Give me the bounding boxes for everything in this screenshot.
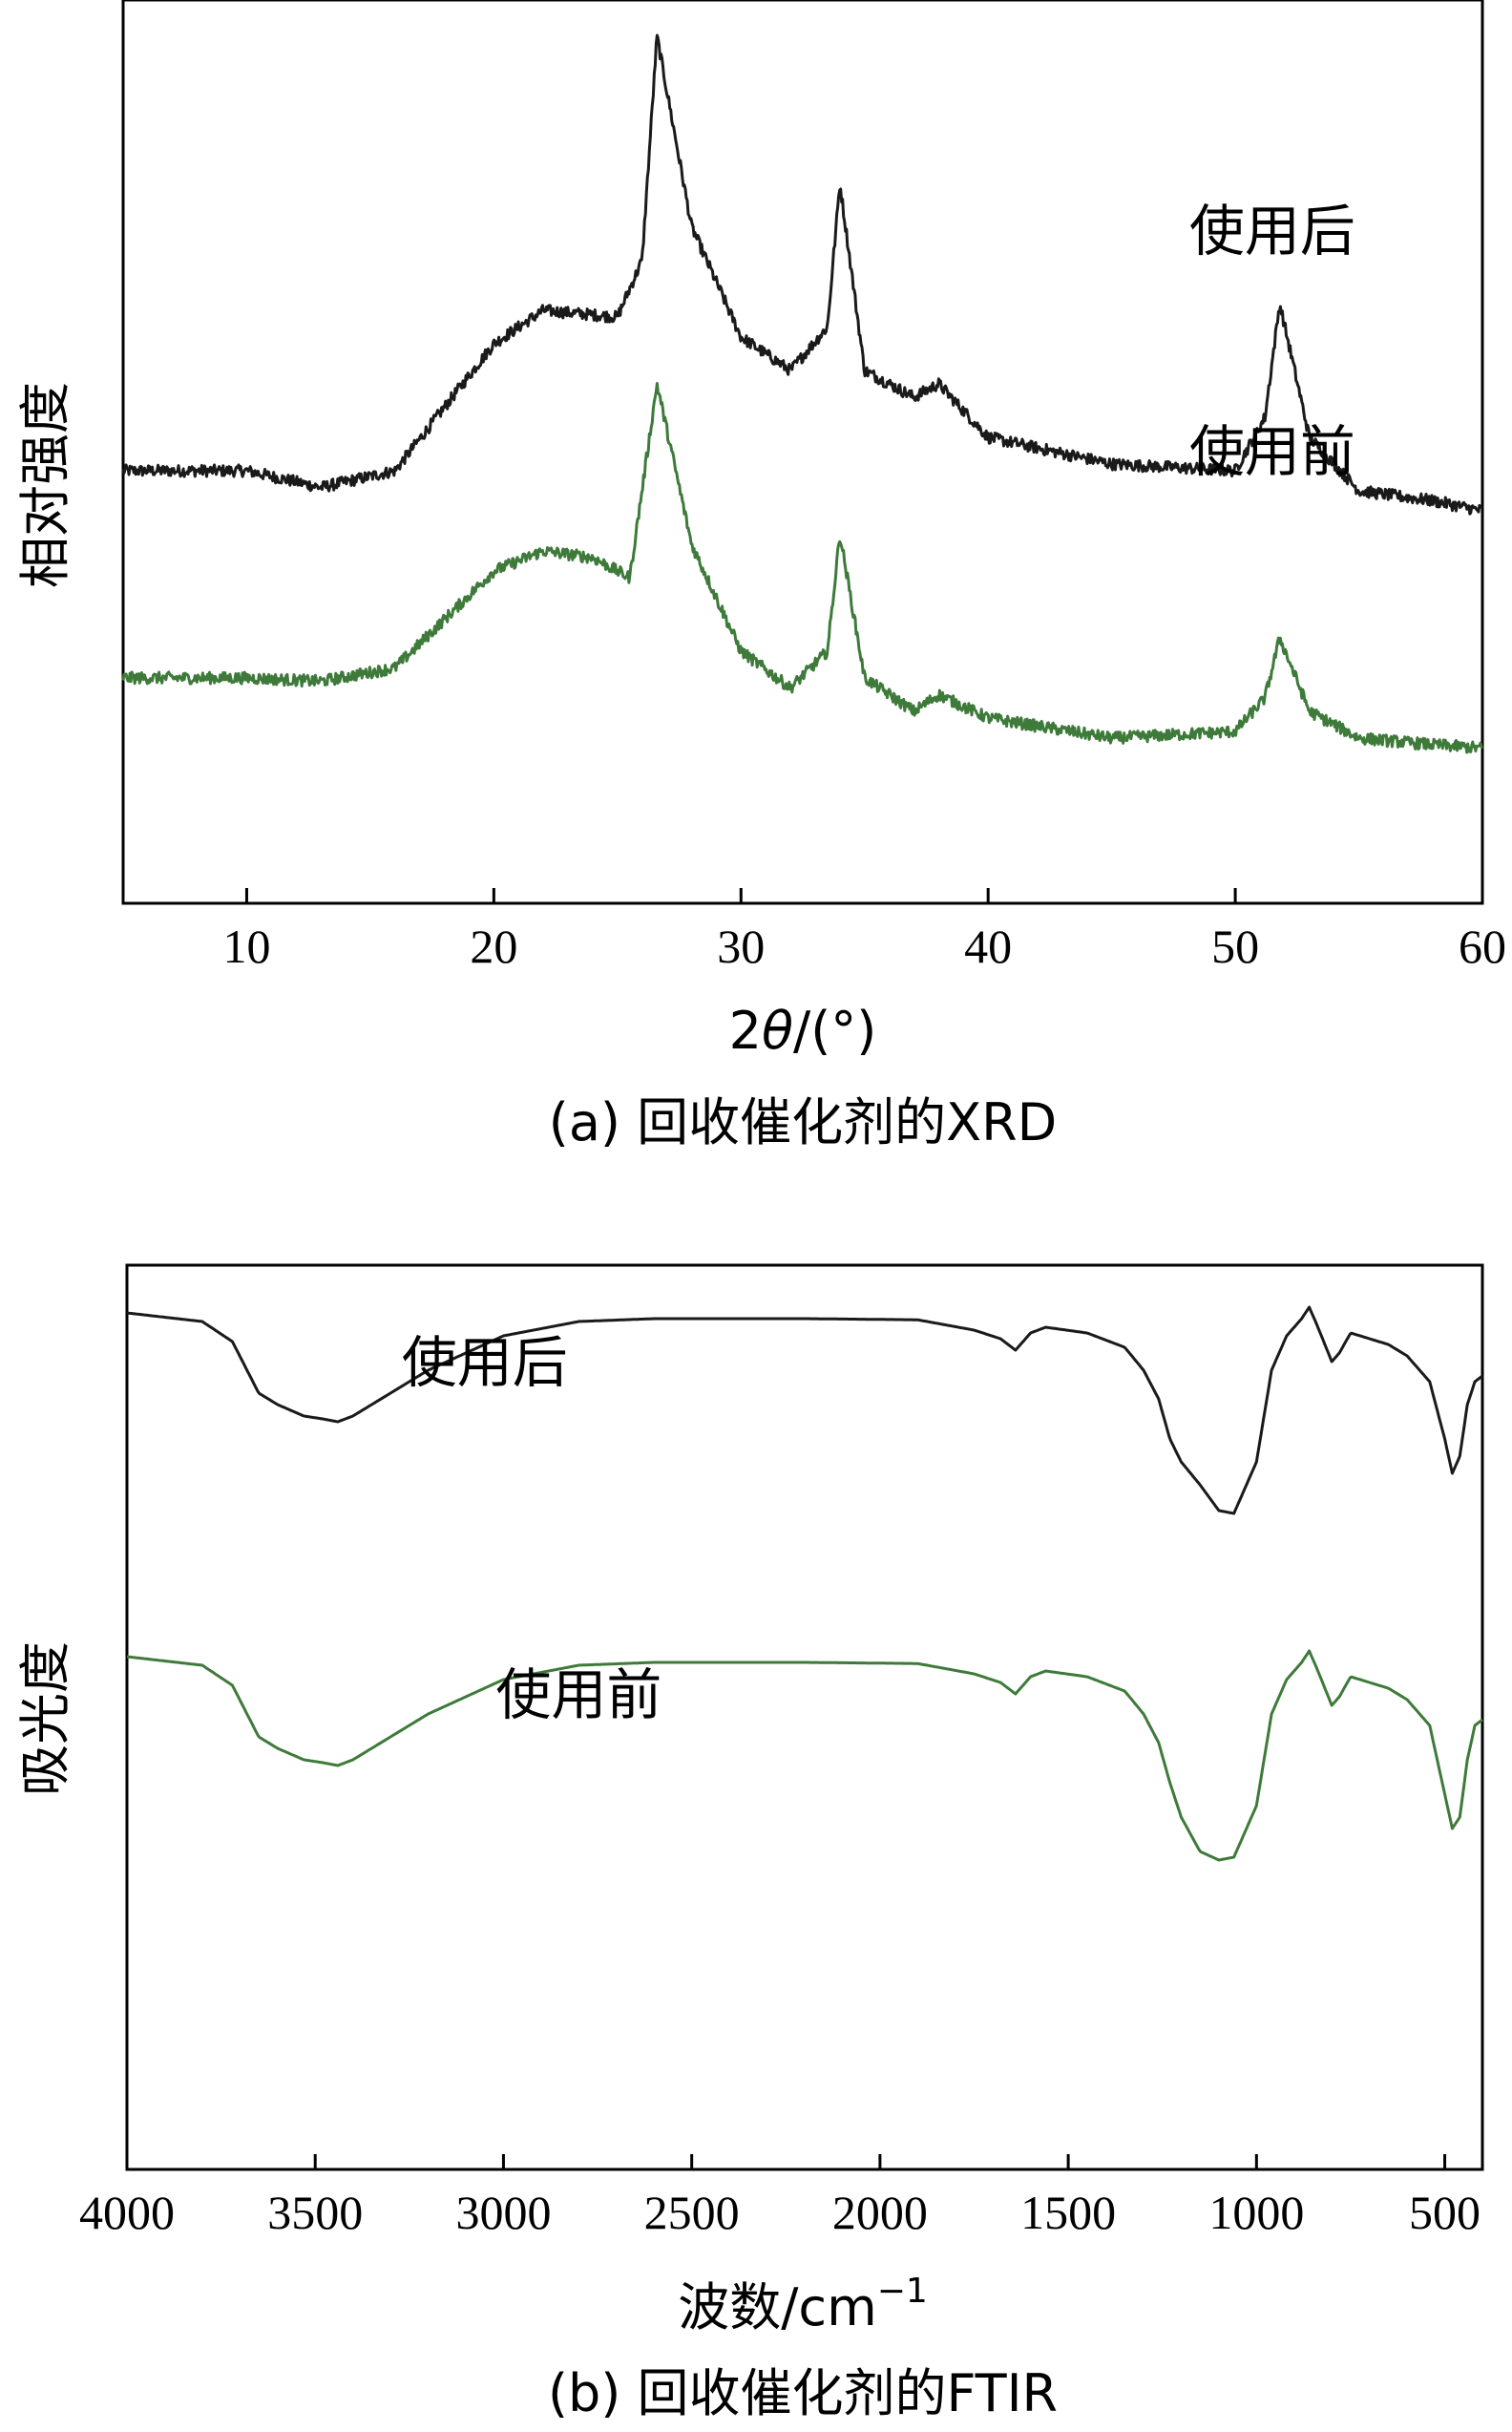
ftir-x-tick-label: 1000 — [1208, 2186, 1304, 2239]
ftir-x-tick-label: 2000 — [832, 2186, 928, 2239]
ftir-x-tick-label: 3500 — [267, 2186, 363, 2239]
xrd-x-tick-label: 10 — [222, 920, 270, 973]
xrd-y-axis-title: 相对强度 — [15, 382, 75, 588]
xrd-x-ticks: 10 20 30 40 50 60 — [222, 888, 1506, 973]
ftir-x-axis-title: 波数/cm−1 — [678, 2272, 928, 2337]
ftir-traces — [126, 1305, 1483, 1862]
xrd-plot-frame — [121, 0, 1484, 905]
xrd-series-label-before: 使用前 — [1189, 419, 1355, 484]
ftir-series-after — [126, 1305, 1483, 1515]
xrd-x-tick-label: 50 — [1211, 920, 1259, 973]
ftir-x-tick-label: 2500 — [644, 2186, 740, 2239]
ftir-x-ticks: 4000 3500 3000 2500 2000 1500 1000 500 — [79, 2154, 1480, 2239]
ftir-y-axis-title: 吸光度 — [15, 1641, 75, 1796]
ftir-x-tick-label: 500 — [1409, 2186, 1480, 2239]
xrd-x-axis-title-unit: /(°) — [793, 1001, 876, 1061]
ftir-x-tick-label: 1500 — [1020, 2186, 1116, 2239]
xrd-series-after — [121, 33, 1483, 516]
xrd-x-tick-label: 40 — [964, 920, 1012, 973]
ftir-series-label-before: 使用前 — [495, 1662, 662, 1727]
ftir-x-tick-label: 4000 — [79, 2186, 175, 2239]
xrd-x-tick-label: 30 — [717, 920, 765, 973]
ftir-x-axis-title-text: 波数/cm — [678, 2277, 877, 2337]
ftir-series-before — [126, 1649, 1483, 1862]
xrd-x-tick-label: 60 — [1459, 920, 1506, 973]
xrd-x-axis-title-theta: θ — [762, 1001, 793, 1061]
ftir-x-axis-title-sup: −1 — [877, 2272, 928, 2311]
xrd-series-label-after: 使用后 — [1189, 199, 1355, 264]
xrd-series-before — [121, 382, 1484, 754]
ftir-series-label-after: 使用后 — [402, 1330, 568, 1395]
xrd-traces — [121, 33, 1484, 754]
xrd-caption: (a) 回收催化剂的XRD — [549, 1092, 1058, 1153]
ftir-x-tick-label: 3000 — [455, 2186, 551, 2239]
xrd-x-axis-title-number: 2 — [729, 1001, 762, 1061]
ftir-plot-frame — [125, 1263, 1484, 2171]
xrd-x-axis-title: 2θ/(°) — [729, 1001, 877, 1061]
ftir-caption: (b) 回收催化剂的FTIR — [548, 2363, 1058, 2423]
xrd-x-tick-label: 20 — [470, 920, 517, 973]
